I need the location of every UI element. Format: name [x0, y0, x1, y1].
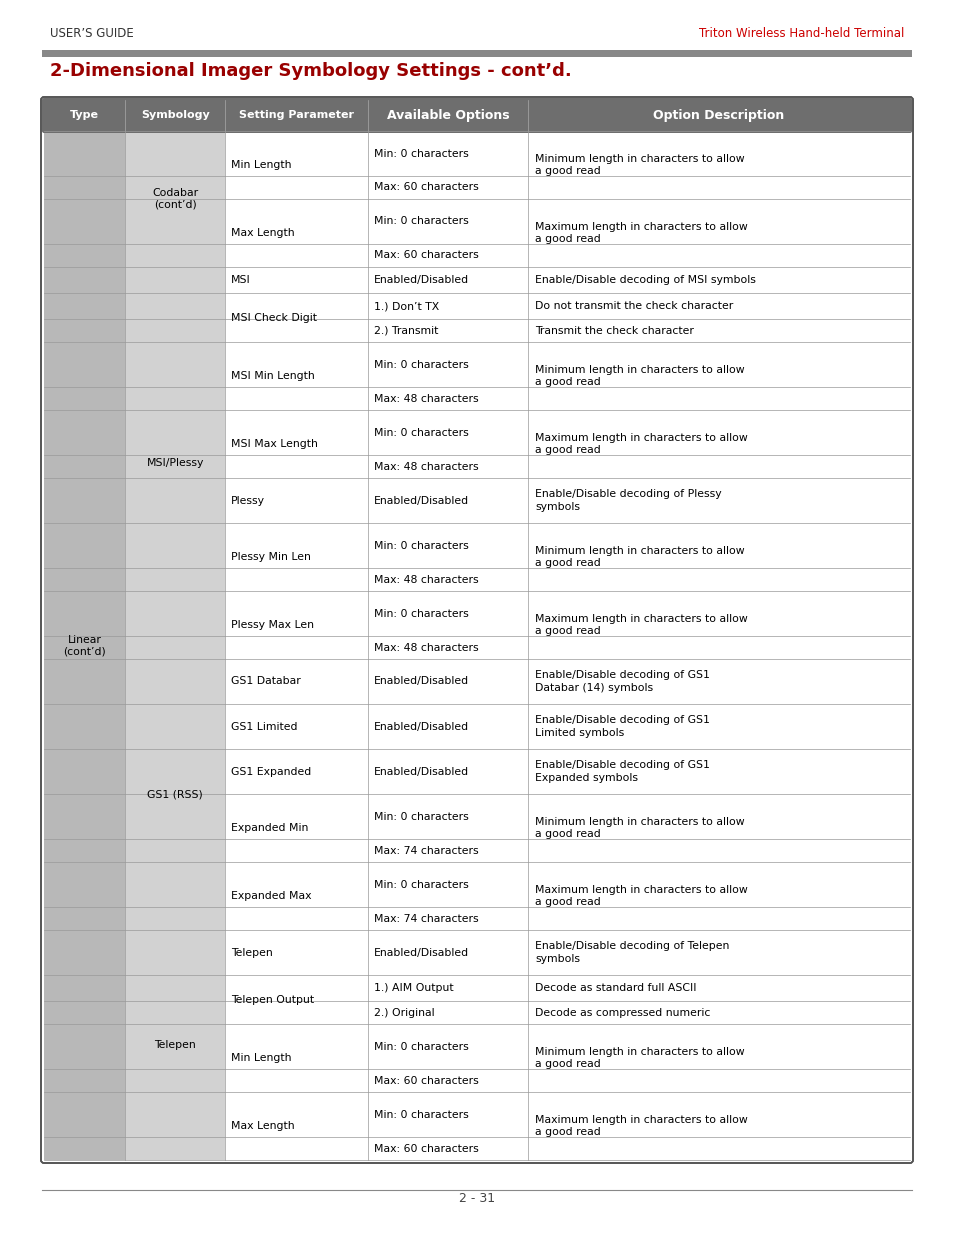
- Text: Telepen Output: Telepen Output: [231, 994, 314, 1004]
- Text: Linear
(cont’d): Linear (cont’d): [63, 635, 106, 656]
- Text: Max: 60 characters: Max: 60 characters: [374, 1076, 478, 1086]
- Text: Max: 48 characters: Max: 48 characters: [374, 394, 478, 404]
- Text: 2.) Original: 2.) Original: [374, 1008, 434, 1018]
- Text: MSI Max Length: MSI Max Length: [231, 440, 317, 450]
- FancyBboxPatch shape: [41, 98, 912, 1163]
- Text: Enable/Disable decoding of GS1
Limited symbols: Enable/Disable decoding of GS1 Limited s…: [535, 715, 709, 737]
- FancyBboxPatch shape: [42, 98, 911, 133]
- Text: Type: Type: [71, 110, 99, 121]
- Text: Minimum length in characters to allow
a good read: Minimum length in characters to allow a …: [535, 153, 744, 177]
- Text: Min: 0 characters: Min: 0 characters: [374, 427, 468, 437]
- Text: Enable/Disable decoding of Plessy
symbols: Enable/Disable decoding of Plessy symbol…: [535, 489, 721, 511]
- Text: Maximum length in characters to allow
a good read: Maximum length in characters to allow a …: [535, 433, 747, 456]
- Text: Min Length: Min Length: [231, 161, 292, 170]
- Text: MSI Check Digit: MSI Check Digit: [231, 312, 316, 322]
- Text: Plessy Max Len: Plessy Max Len: [231, 620, 314, 630]
- Text: Enabled/Disabled: Enabled/Disabled: [374, 677, 469, 687]
- Text: Max: 60 characters: Max: 60 characters: [374, 251, 478, 261]
- Text: Triton Wireless Hand-held Terminal: Triton Wireless Hand-held Terminal: [698, 27, 903, 40]
- Text: MSI Min Length: MSI Min Length: [231, 372, 314, 382]
- Text: Enable/Disable decoding of GS1
Databar (14) symbols: Enable/Disable decoding of GS1 Databar (…: [535, 671, 709, 693]
- Text: Minimum length in characters to allow
a good read: Minimum length in characters to allow a …: [535, 546, 744, 568]
- Text: Enabled/Disabled: Enabled/Disabled: [374, 947, 469, 957]
- Text: Minimum length in characters to allow
a good read: Minimum length in characters to allow a …: [535, 816, 744, 840]
- Text: Max Length: Max Length: [231, 1121, 294, 1131]
- Text: Enable/Disable decoding of MSI symbols: Enable/Disable decoding of MSI symbols: [535, 275, 755, 285]
- Text: Enable/Disable decoding of GS1
Expanded symbols: Enable/Disable decoding of GS1 Expanded …: [535, 761, 709, 783]
- Text: Plessy: Plessy: [231, 495, 265, 505]
- Text: Maximum length in characters to allow
a good read: Maximum length in characters to allow a …: [535, 884, 747, 908]
- Text: Plessy Min Len: Plessy Min Len: [231, 552, 311, 562]
- Text: Max: 60 characters: Max: 60 characters: [374, 1144, 478, 1153]
- Text: Telepen: Telepen: [154, 1040, 196, 1050]
- Text: MSI/Plessy: MSI/Plessy: [147, 458, 204, 468]
- Text: GS1 (RSS): GS1 (RSS): [147, 789, 203, 799]
- Text: Enabled/Disabled: Enabled/Disabled: [374, 275, 469, 285]
- Text: Option Description: Option Description: [653, 109, 784, 122]
- Text: Max: 48 characters: Max: 48 characters: [374, 574, 478, 584]
- Text: Enabled/Disabled: Enabled/Disabled: [374, 495, 469, 505]
- Text: 1.) Don’t TX: 1.) Don’t TX: [374, 301, 438, 311]
- Text: 2.) Transmit: 2.) Transmit: [374, 326, 437, 336]
- Text: Telepen: Telepen: [231, 947, 273, 957]
- Text: MSI: MSI: [231, 275, 251, 285]
- Text: Expanded Max: Expanded Max: [231, 890, 312, 902]
- Bar: [42, 49, 911, 57]
- Text: Symbology: Symbology: [141, 110, 210, 121]
- Text: Enabled/Disabled: Enabled/Disabled: [374, 721, 469, 731]
- Text: 2 - 31: 2 - 31: [458, 1192, 495, 1205]
- Text: 2-Dimensional Imager Symbology Settings - cont’d.: 2-Dimensional Imager Symbology Settings …: [50, 62, 571, 80]
- Text: Maximum length in characters to allow
a good read: Maximum length in characters to allow a …: [535, 1115, 747, 1137]
- Text: Decode as standard full ASCII: Decode as standard full ASCII: [535, 983, 696, 993]
- Text: Max: 60 characters: Max: 60 characters: [374, 183, 478, 193]
- Text: Maximum length in characters to allow
a good read: Maximum length in characters to allow a …: [535, 614, 747, 636]
- Text: Min: 0 characters: Min: 0 characters: [374, 879, 468, 889]
- Text: Expanded Min: Expanded Min: [231, 823, 308, 834]
- Text: Min: 0 characters: Min: 0 characters: [374, 811, 468, 821]
- Text: Minimum length in characters to allow
a good read: Minimum length in characters to allow a …: [535, 1047, 744, 1070]
- Text: Min: 0 characters: Min: 0 characters: [374, 1042, 468, 1052]
- Text: Minimum length in characters to allow
a good read: Minimum length in characters to allow a …: [535, 366, 744, 388]
- Text: Max: 48 characters: Max: 48 characters: [374, 642, 478, 652]
- Text: Setting Parameter: Setting Parameter: [238, 110, 354, 121]
- Text: 1.) AIM Output: 1.) AIM Output: [374, 983, 453, 993]
- Text: Max: 74 characters: Max: 74 characters: [374, 914, 478, 924]
- Text: Decode as compressed numeric: Decode as compressed numeric: [535, 1008, 710, 1018]
- Bar: [44, 131, 125, 1160]
- Text: GS1 Expanded: GS1 Expanded: [231, 767, 311, 777]
- Text: Max Length: Max Length: [231, 227, 294, 238]
- Text: Transmit the check character: Transmit the check character: [535, 326, 693, 336]
- Text: Min: 0 characters: Min: 0 characters: [374, 541, 468, 551]
- Text: GS1 Databar: GS1 Databar: [231, 677, 300, 687]
- Text: Enable/Disable decoding of Telepen
symbols: Enable/Disable decoding of Telepen symbo…: [535, 941, 729, 963]
- Text: Do not transmit the check character: Do not transmit the check character: [535, 301, 733, 311]
- Text: GS1 Limited: GS1 Limited: [231, 721, 297, 731]
- Text: Enabled/Disabled: Enabled/Disabled: [374, 767, 469, 777]
- Text: Max: 74 characters: Max: 74 characters: [374, 846, 478, 856]
- Text: Min: 0 characters: Min: 0 characters: [374, 148, 468, 158]
- Bar: [125, 131, 225, 1160]
- Text: Max: 48 characters: Max: 48 characters: [374, 462, 478, 472]
- Text: Available Options: Available Options: [386, 109, 509, 122]
- Text: Min: 0 characters: Min: 0 characters: [374, 359, 468, 369]
- Text: Min: 0 characters: Min: 0 characters: [374, 1109, 468, 1120]
- Text: Min: 0 characters: Min: 0 characters: [374, 216, 468, 226]
- Text: Min: 0 characters: Min: 0 characters: [374, 609, 468, 619]
- Text: Maximum length in characters to allow
a good read: Maximum length in characters to allow a …: [535, 221, 747, 245]
- Text: USER’S GUIDE: USER’S GUIDE: [50, 27, 133, 40]
- Text: Min Length: Min Length: [231, 1053, 292, 1063]
- Text: Codabar
(cont’d): Codabar (cont’d): [152, 188, 198, 210]
